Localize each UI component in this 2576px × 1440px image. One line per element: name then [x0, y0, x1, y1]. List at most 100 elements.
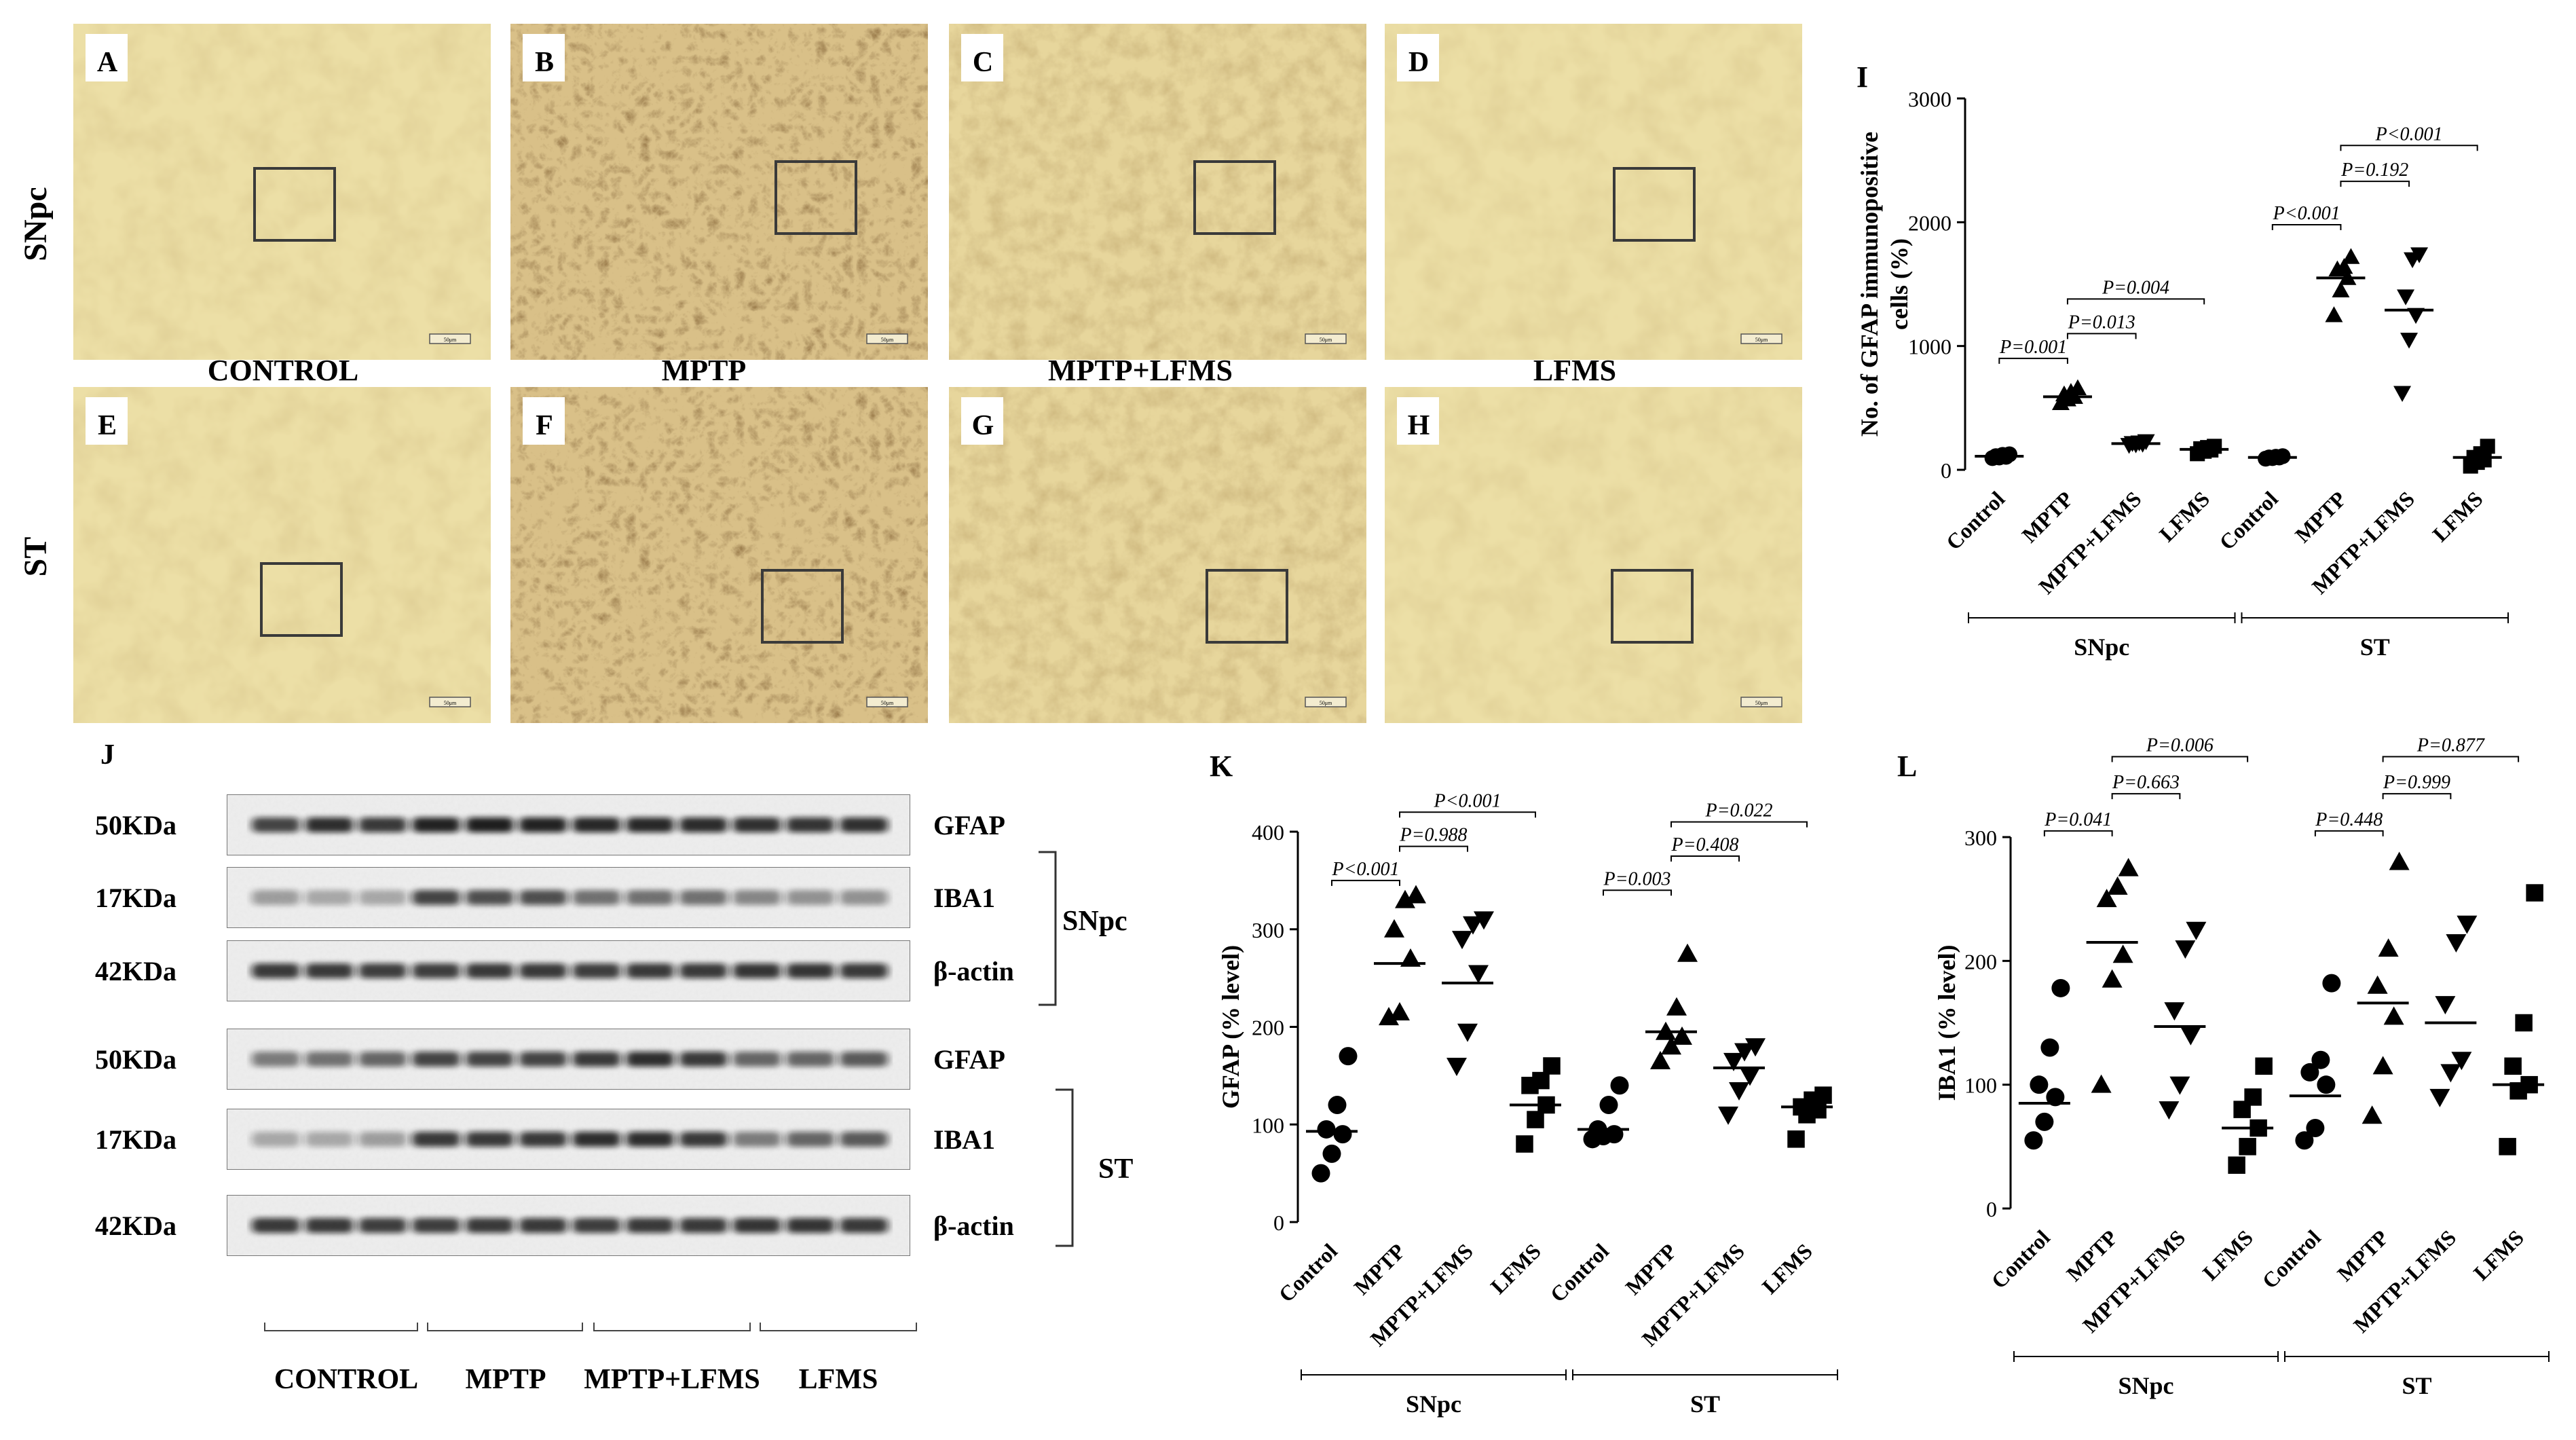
group-label: MPTP+LFMS: [584, 1364, 760, 1395]
data-point-triangle: [1677, 943, 1698, 962]
scale-bar-label: 50μm: [1320, 337, 1332, 343]
histology-panel-B: B 50μm: [510, 24, 928, 360]
data-point-triangle-down: [2186, 921, 2207, 940]
p-value-label: P=0.988: [1400, 825, 1468, 846]
p-value-label: P=0.013: [2068, 312, 2135, 333]
blot-band: [519, 817, 567, 832]
y-tick-label: 0: [1941, 458, 1952, 483]
blot-band: [679, 1132, 728, 1147]
significance-bracket: [2340, 181, 2410, 187]
data-point-triangle-down: [1463, 916, 1483, 935]
y-tick-label: 400: [1252, 820, 1284, 845]
p-value-label: P=0.003: [1603, 868, 1671, 889]
blot-band: [786, 963, 835, 978]
data-point-triangle-down: [2400, 333, 2419, 349]
group-label: LFMS: [799, 1364, 878, 1395]
blot-band: [840, 890, 888, 905]
scale-bar: [866, 697, 908, 707]
panel-letter: K: [1210, 750, 1233, 783]
scale-bar-label: 50μm: [881, 337, 894, 343]
region-label: ST: [1690, 1390, 1720, 1418]
data-point-square: [1532, 1071, 1550, 1090]
region-of-interest-box: [253, 167, 336, 242]
blot-band: [252, 1132, 300, 1147]
p-value-label: P=0.877: [2416, 735, 2485, 756]
data-point-circle: [1339, 1047, 1358, 1066]
data-point-triangle: [2112, 944, 2133, 963]
scale-bar: [429, 333, 471, 344]
data-point-triangle: [2372, 1056, 2393, 1075]
x-tick-label: MPTP: [2290, 486, 2351, 547]
panel-letter-background: [523, 397, 565, 445]
data-point-triangle-down: [2180, 1027, 2201, 1046]
blot-band: [519, 963, 567, 978]
group-bracket: [593, 1323, 751, 1331]
micrograph-texture: [949, 24, 1366, 360]
panel-letter-background: [961, 397, 1003, 445]
region-of-interest-box: [1613, 167, 1696, 242]
data-point-circle: [2306, 1118, 2325, 1137]
scale-bar-label: 50μm: [444, 337, 457, 343]
p-value-label: P<0.001: [1332, 859, 1400, 880]
p-value-label: P=0.001: [1999, 337, 2067, 358]
blot-strip: [227, 940, 910, 1001]
significance-bracket: [2314, 830, 2384, 836]
y-tick-label: 300: [1252, 918, 1284, 942]
p-value-label: P=0.448: [2315, 809, 2383, 830]
blot-strip: [227, 867, 910, 928]
blot-band: [626, 1052, 674, 1067]
panel-letter: J: [100, 739, 115, 771]
region-label: SNpc: [1406, 1390, 1461, 1418]
scale-bar: [429, 697, 471, 707]
data-point-triangle-down: [2457, 915, 2478, 934]
p-value-label: P=0.663: [2112, 772, 2180, 793]
molecular-weight-label: 42KDa: [95, 956, 176, 986]
data-point-triangle-down: [1457, 1023, 1478, 1042]
data-point-square: [1543, 1057, 1561, 1075]
y-axis-label: GFAP (% level): [1217, 945, 1244, 1109]
blot-band: [840, 817, 888, 832]
data-point-triangle: [1395, 889, 1415, 908]
data-point-triangle-down: [1745, 1038, 1766, 1057]
micrograph-texture: [1385, 24, 1802, 360]
data-point-circle: [1599, 1096, 1618, 1114]
blot-band: [519, 1052, 567, 1067]
data-point-triangle-down: [1468, 965, 1489, 984]
column-label: MPTP: [662, 354, 747, 387]
region-label: ST: [1098, 1153, 1133, 1185]
molecular-weight-label: 42KDa: [95, 1211, 176, 1241]
data-point-triangle: [2325, 306, 2343, 322]
data-point-circle: [1333, 1125, 1352, 1144]
blot-band: [840, 1052, 888, 1067]
y-axis-label: IBA1 (% level): [1933, 945, 1960, 1101]
blot-band: [252, 890, 300, 905]
blot-band: [572, 890, 621, 905]
x-tick-label: LFMS: [2154, 486, 2214, 546]
blot-band: [358, 1052, 407, 1067]
data-point-circle: [1328, 1096, 1347, 1114]
blot-strip: [227, 794, 910, 855]
panel-letter: D: [1408, 47, 1429, 78]
panel-letter-background: [86, 34, 128, 81]
micrograph-texture: [73, 387, 491, 723]
data-point-triangle-down: [1452, 931, 1472, 950]
bracket: [1039, 851, 1057, 1006]
blot-band: [466, 1132, 514, 1147]
blot-band: [519, 1132, 567, 1147]
blot-band: [626, 1132, 674, 1147]
scale-bar: [1740, 697, 1782, 707]
data-point-circle: [1605, 1125, 1624, 1144]
data-point-square: [2515, 1014, 2533, 1032]
x-tick-label: LFMS: [2198, 1225, 2258, 1285]
scale-bar-label: 50μm: [1320, 700, 1332, 706]
data-point-triangle: [2389, 851, 2410, 870]
histology-panel-H: H 50μm: [1385, 387, 1802, 723]
y-tick-label: 0: [1986, 1197, 1997, 1221]
data-point-triangle-down: [2397, 289, 2415, 306]
blot-band: [252, 963, 300, 978]
blot-band: [305, 963, 354, 978]
panel-letter-background: [1397, 34, 1439, 81]
data-point-square: [1814, 1086, 1832, 1104]
data-point-triangle: [2342, 248, 2360, 264]
blot-band: [572, 817, 621, 832]
